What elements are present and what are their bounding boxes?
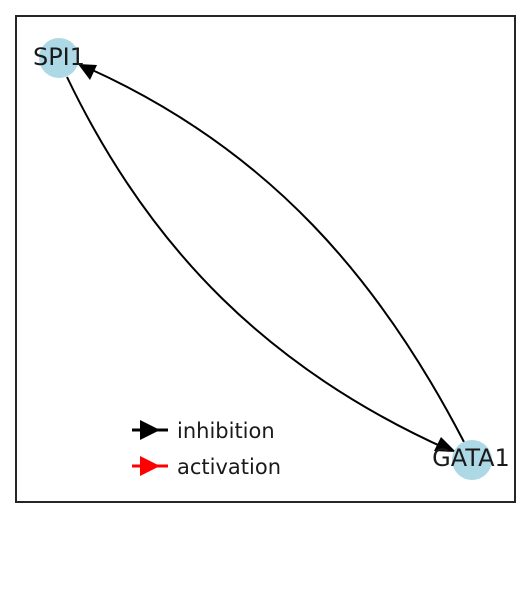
legend-activation-arrow-icon [140, 456, 160, 476]
legend-inhibition-label: inhibition [177, 419, 275, 443]
node-spi1-circle[interactable] [39, 38, 79, 78]
edge-gata1-to-spi1-arrowhead [78, 64, 97, 80]
plot-frame [15, 15, 516, 503]
legend-activation-label: activation [177, 455, 281, 479]
node-spi1[interactable]: SPI1 [33, 38, 85, 78]
edges [66, 64, 465, 452]
edge-gata1-to-spi1 [87, 67, 465, 443]
legend: inhibition activation [132, 419, 281, 479]
node-spi1-label: SPI1 [33, 43, 85, 71]
legend-item-activation: activation [132, 455, 281, 479]
node-gata1-circle[interactable] [452, 440, 492, 480]
legend-item-inhibition: inhibition [132, 419, 275, 443]
edge-spi1-to-gata1-arrowhead [434, 437, 456, 452]
node-gata1-label: GATA1 [432, 444, 510, 472]
edge-spi1-to-gata1 [66, 76, 450, 451]
node-gata1[interactable]: GATA1 [432, 440, 510, 480]
legend-inhibition-arrow-icon [140, 420, 160, 440]
